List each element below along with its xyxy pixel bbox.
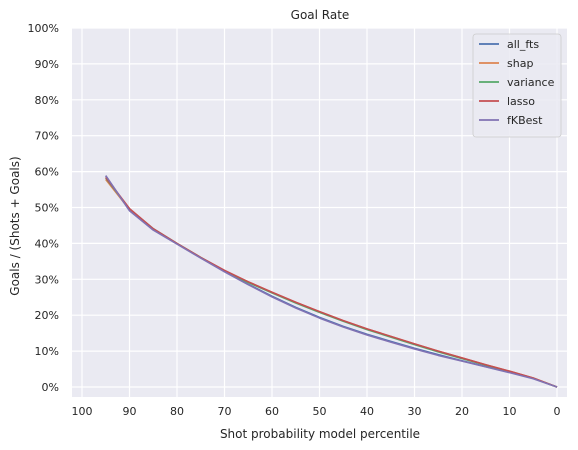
y-tick-label: 100%: [28, 22, 59, 35]
gridlines: [72, 27, 567, 397]
y-tick-label: 70%: [35, 130, 59, 143]
y-axis-label: Goals / (Shots + Goals): [8, 156, 22, 295]
y-tick-label: 40%: [35, 237, 59, 250]
x-axis-ticks: 100 90 80 70 60 50 40 30 20 10 0: [72, 405, 561, 418]
x-tick-label: 50: [313, 405, 327, 418]
x-tick-label: 0: [554, 405, 561, 418]
legend-label-all-fts: all_fts: [507, 38, 539, 51]
x-tick-label: 60: [265, 405, 279, 418]
y-tick-label: 0%: [42, 381, 59, 394]
y-tick-label: 10%: [35, 345, 59, 358]
legend-box: [472, 33, 562, 138]
x-tick-label: 10: [503, 405, 517, 418]
y-tick-label: 90%: [35, 58, 59, 71]
x-tick-label: 80: [170, 405, 184, 418]
y-tick-label: 80%: [35, 94, 59, 107]
y-tick-label: 30%: [35, 273, 59, 286]
y-tick-label: 50%: [35, 202, 59, 215]
series-lines: [105, 175, 558, 388]
x-tick-label: 20: [455, 405, 469, 418]
y-tick-label: 60%: [35, 166, 59, 179]
x-tick-label: 70: [218, 405, 232, 418]
x-tick-label: 90: [123, 405, 137, 418]
legend-label-fkbest: fKBest: [507, 114, 543, 127]
x-tick-label: 40: [360, 405, 374, 418]
legend-label-lasso: lasso: [507, 95, 535, 108]
y-tick-label: 20%: [35, 309, 59, 322]
x-tick-label: 100: [72, 405, 93, 418]
chart-title: Goal Rate: [291, 8, 350, 22]
legend-label-shap: shap: [507, 57, 533, 70]
y-axis-ticks: 0% 10% 20% 30% 40% 50% 60% 70% 80% 90% 100%: [28, 22, 59, 394]
series-line-fkbest: [105, 175, 558, 388]
legend-label-variance: variance: [507, 76, 555, 89]
x-axis-label: Shot probability model percentile: [220, 427, 420, 441]
x-tick-label: 30: [408, 405, 422, 418]
